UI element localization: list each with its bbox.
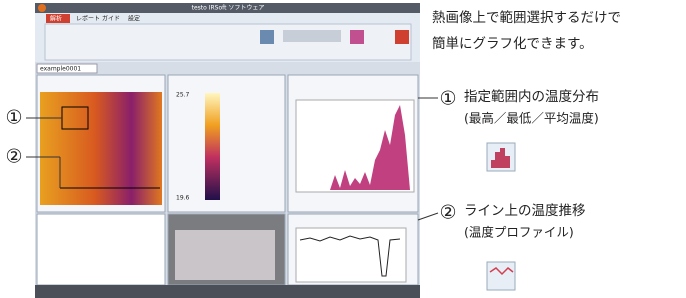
scale-min: 19.6 <box>176 195 190 202</box>
visible-image <box>175 230 275 280</box>
callout-label: 指定範囲内の温度分布 <box>464 89 599 105</box>
description: 簡単にグラフ化できます。 <box>432 36 593 52</box>
ribbon-icon[interactable] <box>395 30 409 44</box>
callout-number: ① <box>5 107 22 129</box>
ribbon-icon[interactable] <box>260 30 274 44</box>
ribbon-tab-label: レポート <box>76 15 100 23</box>
callout-number: ② <box>439 202 456 224</box>
ribbon-tab-label: 設定 <box>128 15 140 23</box>
callout-label: ライン上の温度推移 <box>464 203 586 219</box>
ribbon-tab-label: ガイド <box>102 15 120 23</box>
color-scale <box>205 93 220 200</box>
app-logo <box>38 4 46 12</box>
app-title: testo IRSoft ソフトウェア <box>192 4 265 12</box>
scale-max: 25.7 <box>176 92 190 99</box>
callout-sub: (最高／最低／平均温度) <box>464 111 599 126</box>
profile-icon <box>487 262 515 290</box>
callout-number: ② <box>5 146 22 168</box>
illustration: testo IRSoft ソフトウェア 解析 レポートガイド設定 example0… <box>0 0 686 298</box>
page: testo IRSoft ソフトウェア 解析 レポートガイド設定 example0… <box>0 0 686 298</box>
callout-line <box>418 213 438 220</box>
callout-sub: (温度プロファイル) <box>464 225 574 240</box>
player-controls <box>283 30 341 42</box>
status-bar <box>35 285 420 298</box>
document-tab-label: example0001 <box>40 66 81 73</box>
ribbon-icon[interactable] <box>350 30 364 44</box>
ribbon-tab-label: 解析 <box>50 15 62 23</box>
description: 熱画像上で範囲選択するだけで <box>432 10 621 26</box>
callout-number: ① <box>439 88 456 110</box>
table-panel <box>37 214 165 285</box>
